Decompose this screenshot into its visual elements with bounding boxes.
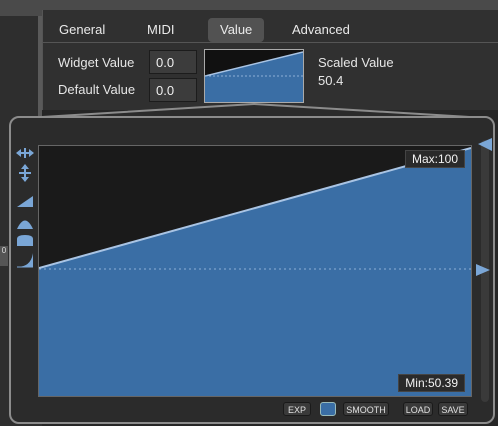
load-button[interactable]: LOAD	[403, 402, 433, 416]
hump-icon[interactable]	[15, 216, 35, 232]
max-readout: Max:100	[404, 150, 465, 168]
curve-graph[interactable]: Max:100 Min:50.39	[38, 145, 472, 397]
exp-button[interactable]: EXP	[283, 402, 311, 416]
resize-horizontal-icon[interactable]	[15, 146, 35, 162]
widget-value-label: Widget Value	[58, 55, 135, 70]
tab-bar: General MIDI Value Advanced	[42, 18, 498, 42]
tab-divider	[42, 42, 498, 43]
max-handle-icon[interactable]	[476, 136, 494, 154]
min-readout: Min:50.39	[398, 374, 465, 392]
midpoint-handle-icon[interactable]	[474, 262, 492, 278]
default-value-field[interactable]	[149, 78, 197, 102]
scaled-value-label: Scaled Value	[318, 55, 394, 70]
scaled-value: 50.4	[318, 73, 344, 88]
curve-line	[39, 147, 471, 269]
curve-fill	[39, 148, 471, 396]
panel-edge	[38, 16, 42, 126]
widget-value-field[interactable]	[149, 50, 197, 74]
save-button[interactable]: SAVE	[438, 402, 468, 416]
smooth-button[interactable]: SMOOTH	[343, 402, 389, 416]
side-tag: 0	[0, 246, 8, 266]
curve-preview-thumbnail[interactable]	[204, 49, 304, 103]
tab-general[interactable]: General	[59, 22, 106, 37]
ramp-icon[interactable]	[15, 194, 35, 210]
resize-vertical-icon[interactable]	[15, 164, 35, 182]
tab-midi[interactable]: MIDI	[147, 22, 175, 37]
tab-advanced[interactable]: Advanced	[292, 22, 350, 37]
default-value-label: Default Value	[58, 82, 136, 97]
tab-value[interactable]: Value	[208, 18, 265, 42]
curve-preview-graphic	[204, 51, 304, 102]
curve-area	[39, 147, 471, 396]
color-swatch-button[interactable]	[320, 402, 336, 416]
round-icon[interactable]	[15, 233, 35, 249]
curve-icon[interactable]	[15, 252, 35, 268]
